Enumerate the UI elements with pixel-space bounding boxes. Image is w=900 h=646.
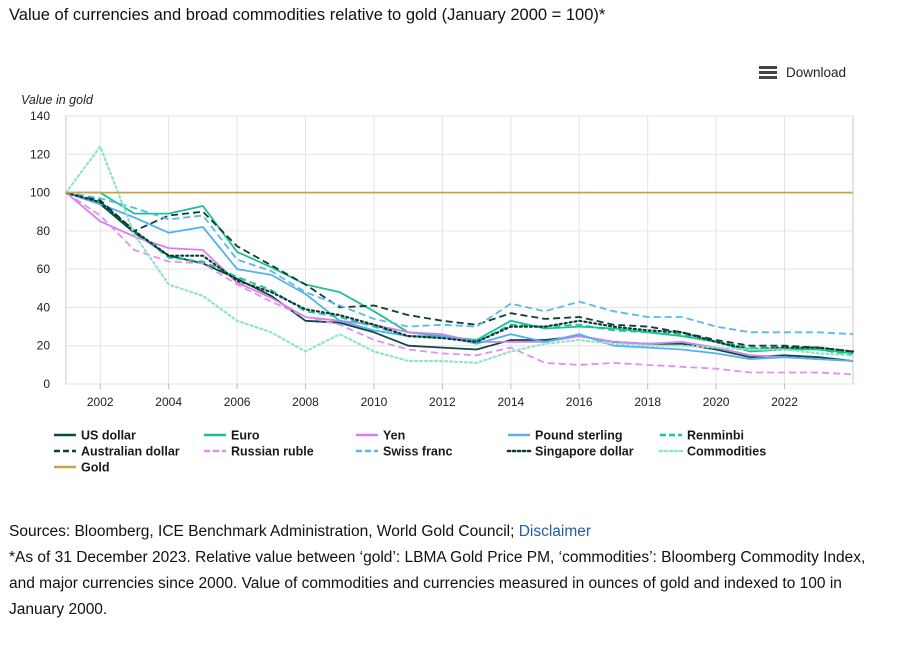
- y-tick-label: 0: [43, 377, 50, 391]
- download-button[interactable]: Download: [759, 65, 846, 80]
- series-line-commodities: [64, 145, 855, 364]
- y-tick-label: 60: [37, 262, 51, 276]
- series-line-swiss-franc: [65, 191, 854, 336]
- legend-label-pound-sterling: Pound sterling: [535, 429, 623, 443]
- y-tick-label: 140: [30, 109, 50, 123]
- y-tick-label: 20: [37, 339, 51, 353]
- series-line-australian-dollar: [65, 191, 854, 353]
- footnote: *As of 31 December 2023. Relative value …: [9, 549, 866, 618]
- legend-label-us-dollar: US dollar: [81, 429, 136, 443]
- x-tick-label: 2014: [497, 395, 524, 409]
- series-line-russian-ruble: [65, 191, 854, 376]
- legend-label-commodities: Commodities: [687, 445, 766, 459]
- x-tick-label: 2016: [566, 395, 593, 409]
- footer: Sources: Bloomberg, ICE Benchmark Admini…: [9, 519, 889, 623]
- x-tick-label: 2006: [224, 395, 251, 409]
- download-label: Download: [786, 65, 847, 80]
- y-axis-label: Value in gold: [21, 93, 94, 107]
- legend-label-yen: Yen: [383, 429, 405, 443]
- x-tick-label: 2004: [155, 395, 182, 409]
- chart-title: Value of currencies and broad commoditie…: [9, 6, 606, 24]
- x-tick-label: 2002: [87, 395, 114, 409]
- legend-label-renminbi: Renminbi: [687, 429, 744, 443]
- x-tick-label: 2010: [361, 395, 388, 409]
- x-tick-label: 2018: [634, 395, 661, 409]
- y-tick-label: 120: [30, 147, 50, 161]
- x-tick-label: 2020: [703, 395, 730, 409]
- sources-line: Sources: Bloomberg, ICE Benchmark Admini…: [9, 519, 889, 545]
- x-tick-label: 2008: [292, 395, 319, 409]
- y-tick-label: 100: [30, 186, 50, 200]
- plot-frame: [65, 115, 854, 385]
- y-tick-label: 40: [37, 300, 51, 314]
- legend-label-russian-ruble: Russian ruble: [231, 445, 314, 459]
- series-line-singapore-dollar: [64, 191, 855, 353]
- sources-text: Sources: Bloomberg, ICE Benchmark Admini…: [9, 523, 519, 540]
- legend-label-gold: Gold: [81, 461, 109, 475]
- legend-label-euro: Euro: [231, 429, 260, 443]
- legend-label-singapore-dollar: Singapore dollar: [535, 445, 634, 459]
- disclaimer-link[interactable]: Disclaimer: [518, 523, 592, 540]
- series-line-us-dollar: [65, 191, 854, 362]
- legend-label-australian-dollar: Australian dollar: [81, 445, 180, 459]
- legend-label-swiss-franc: Swiss franc: [383, 445, 453, 459]
- x-tick-label: 2012: [429, 395, 456, 409]
- x-tick-label: 2022: [771, 395, 798, 409]
- y-tick-label: 80: [37, 224, 51, 238]
- line-chart: 0 20 40 60 80 100 120 140 2002 2004 2006 2008 2010 20…: [21, 93, 855, 475]
- menu-icon: [759, 66, 777, 79]
